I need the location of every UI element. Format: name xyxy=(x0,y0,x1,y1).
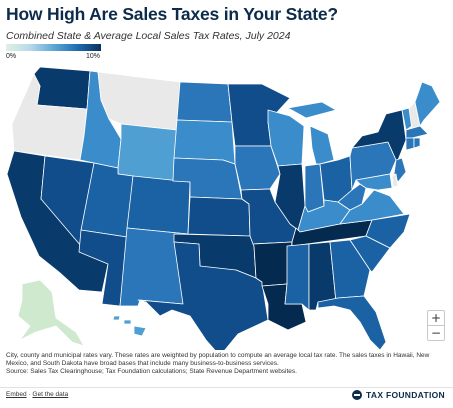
legend-gradient-bar xyxy=(6,44,101,51)
state-ct[interactable] xyxy=(405,137,415,151)
state-sc[interactable] xyxy=(349,235,391,273)
page-subtitle: Combined State & Average Local Sales Tax… xyxy=(6,30,291,42)
state-ny[interactable] xyxy=(351,109,407,161)
state-nc[interactable] xyxy=(365,213,411,249)
state-ar[interactable] xyxy=(252,241,293,287)
state-nj[interactable] xyxy=(393,157,407,183)
state-ak[interactable] xyxy=(17,279,85,347)
tax-foundation-logo-icon xyxy=(352,390,363,400)
state-md[interactable] xyxy=(355,173,393,191)
zoom-out-button[interactable]: − xyxy=(428,325,444,340)
state-wy[interactable] xyxy=(117,123,178,183)
chart-header: How High Are Sales Taxes in Your State? … xyxy=(6,4,446,42)
state-sd[interactable] xyxy=(173,119,236,165)
color-legend: 0% 10% xyxy=(6,44,106,63)
page-title: How High Are Sales Taxes in Your State? xyxy=(6,4,338,24)
state-me[interactable] xyxy=(414,81,441,127)
footer-bar: Embed · Get the data TAX FOUNDATION xyxy=(0,387,453,406)
zoom-in-button[interactable]: + xyxy=(430,311,442,325)
state-ri[interactable] xyxy=(413,137,421,149)
source-line: Source: Sales Tax Clearinghouse; Tax Fou… xyxy=(6,368,297,376)
state-co[interactable] xyxy=(126,175,191,235)
embed-link[interactable]: Embed xyxy=(6,391,27,398)
state-fl[interactable] xyxy=(317,295,387,350)
legend-min-label: 0% xyxy=(6,53,17,60)
state-nd[interactable] xyxy=(176,81,233,123)
zoom-controls: + − xyxy=(427,310,445,341)
legend-max-label: 10% xyxy=(86,53,101,60)
footnote-line: City, county and municipal rates vary. T… xyxy=(6,352,430,359)
state-hi[interactable] xyxy=(112,315,147,337)
footnote: City, county and municipal rates vary. T… xyxy=(6,352,446,377)
state-tx[interactable] xyxy=(137,241,269,350)
us-map xyxy=(0,64,453,350)
state-ma[interactable] xyxy=(405,125,429,139)
state-de[interactable] xyxy=(391,173,399,188)
state-ms[interactable] xyxy=(284,243,310,311)
get-data-link[interactable]: Get the data xyxy=(32,391,69,398)
state-il[interactable] xyxy=(274,163,306,231)
state-ks[interactable] xyxy=(187,196,251,237)
brand[interactable]: TAX FOUNDATION xyxy=(352,390,445,400)
footnote-line: Mexico, and South Dakota have broad base… xyxy=(6,360,279,368)
link-separator: · xyxy=(28,391,31,398)
state-wa[interactable] xyxy=(33,66,91,110)
brand-name: TAX FOUNDATION xyxy=(366,390,445,400)
